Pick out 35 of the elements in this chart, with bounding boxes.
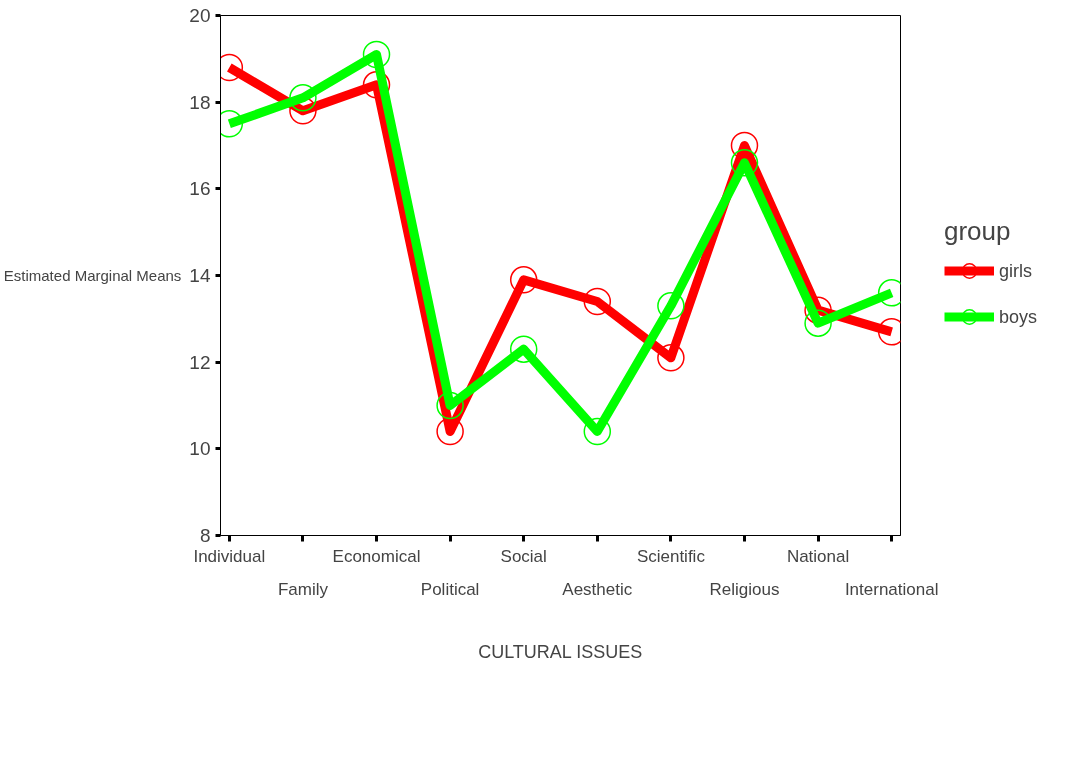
- point: [804, 309, 832, 337]
- y-tick-label: 20: [189, 5, 211, 26]
- y-tick-label: 12: [189, 351, 211, 373]
- point: [730, 149, 759, 177]
- point: [657, 344, 685, 372]
- x-tick-label: International: [844, 579, 939, 599]
- y-tick-label: 10: [189, 438, 211, 460]
- x-axis-title: CULTURAL ISSUES: [478, 641, 643, 662]
- point: [436, 417, 464, 446]
- x-tick-label: Economical: [332, 546, 421, 566]
- legend-title: group: [944, 215, 1012, 247]
- point: [583, 417, 612, 446]
- x-tick-label: Individual: [193, 546, 266, 566]
- x-tick-label: Aesthetic: [562, 579, 633, 599]
- point: [509, 335, 538, 363]
- point: [583, 287, 612, 316]
- y-tick-label: 16: [189, 178, 211, 200]
- point: [362, 40, 391, 69]
- x-tick-label: Family: [277, 579, 329, 599]
- y-tick-label: 8: [199, 525, 211, 546]
- legend-label: boys: [999, 306, 1039, 327]
- x-tick-label: Political: [420, 579, 480, 599]
- x-tick-label: Social: [500, 546, 547, 566]
- point: [289, 84, 317, 112]
- y-tick-label: 18: [189, 91, 211, 113]
- x-tick-label: Religious: [709, 579, 780, 599]
- y-tick-label: 14: [189, 265, 211, 286]
- point: [436, 391, 464, 420]
- point: [657, 292, 685, 320]
- y-axis-title: Estimated Marginal Means: [3, 267, 182, 284]
- point: [730, 131, 759, 160]
- legend-label: girls: [999, 260, 1033, 281]
- x-tick-label: Scientific: [636, 546, 706, 566]
- x-tick-label: National: [786, 546, 850, 566]
- point: [509, 266, 538, 294]
